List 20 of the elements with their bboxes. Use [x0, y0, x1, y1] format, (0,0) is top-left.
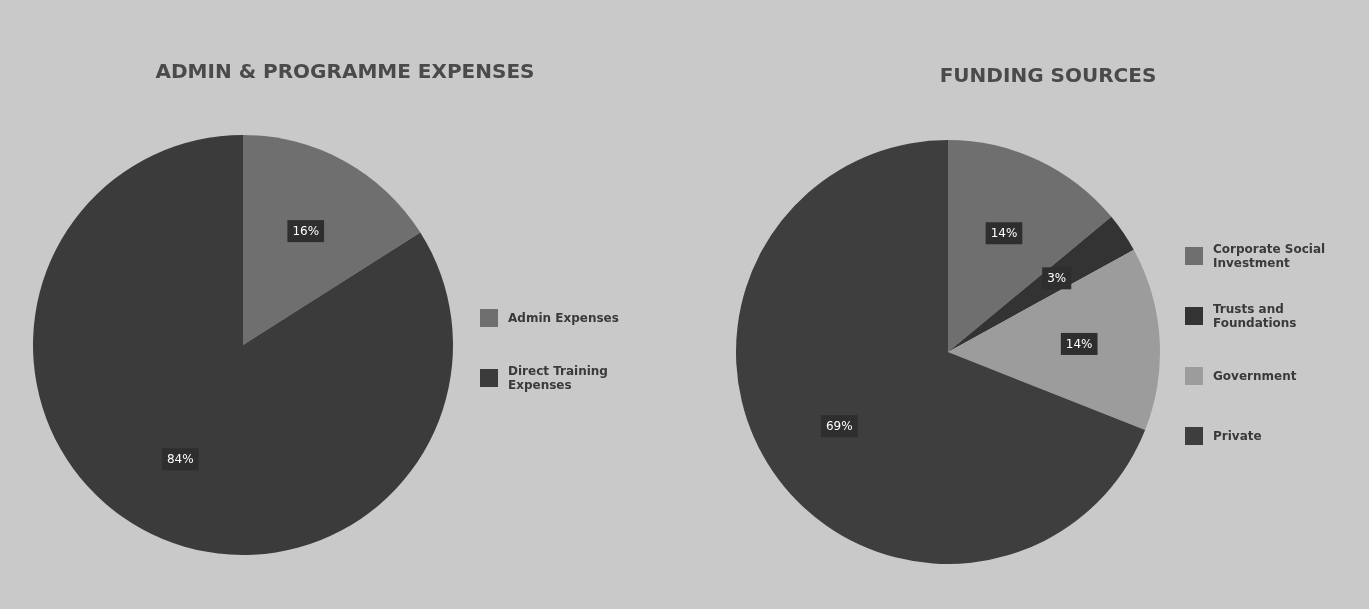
data-label: 3%	[1047, 271, 1067, 286]
legend-label: Direct Training Expenses	[508, 364, 608, 392]
legend-label: Corporate Social Investment	[1213, 242, 1326, 270]
pie-slice	[948, 216, 1134, 352]
legend-label: Admin Expenses	[508, 311, 619, 325]
legend-label: Government	[1213, 369, 1297, 383]
legend-label: Private	[1213, 429, 1262, 443]
data-label: 14%	[1065, 336, 1093, 351]
pie-slice	[948, 140, 1112, 352]
pie-slice	[948, 249, 1160, 431]
data-label: 14%	[990, 226, 1018, 241]
pie-slice	[243, 135, 421, 345]
chart-title: FUNDING SOURCES	[939, 63, 1157, 87]
pie-slice	[736, 140, 1146, 564]
chart-title: ADMIN & PROGRAMME EXPENSES	[155, 59, 535, 83]
pie-slice	[33, 135, 453, 555]
data-label: 16%	[292, 224, 320, 239]
data-label: 84%	[166, 452, 194, 467]
data-label: 69%	[825, 419, 853, 434]
legend-label: Trusts and Foundations	[1213, 302, 1297, 330]
